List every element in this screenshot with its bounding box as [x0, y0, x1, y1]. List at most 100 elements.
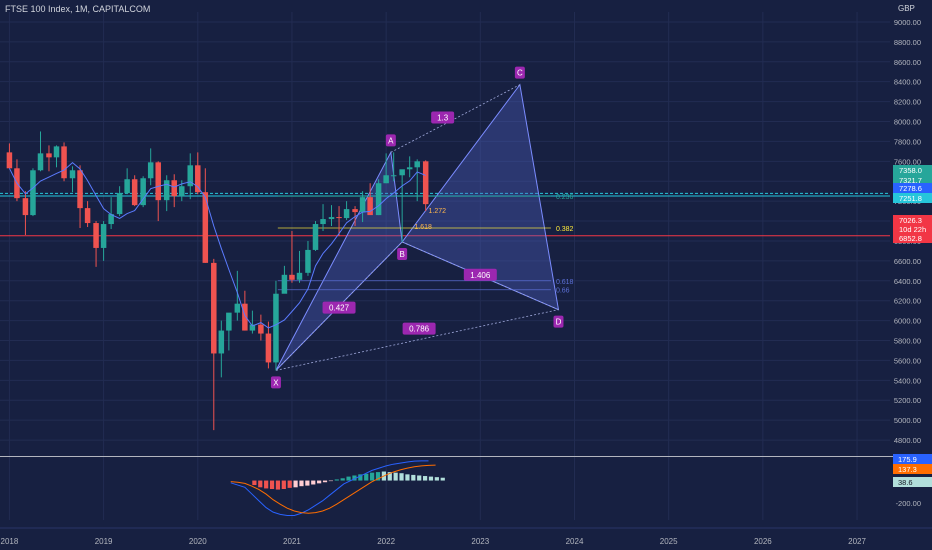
- candle-body: [140, 178, 146, 206]
- ratio-label-box: [431, 111, 455, 124]
- macd-histogram-bar: [264, 480, 269, 489]
- candle-body: [343, 209, 350, 219]
- candle-body: [289, 274, 295, 280]
- candle-body: [187, 165, 193, 187]
- candle-body: [242, 303, 248, 331]
- x-tick-label: 2018: [1, 537, 19, 546]
- price-badge: [893, 215, 932, 225]
- candle-body: [155, 162, 161, 201]
- y-tick-label: 8400.00: [894, 78, 921, 87]
- pattern-point-box: [553, 315, 564, 328]
- candle-body: [100, 224, 107, 248]
- candle-body: [312, 224, 319, 250]
- candle-body: [131, 179, 138, 206]
- candle-body: [30, 170, 36, 216]
- candle-body: [6, 152, 13, 169]
- macd-histogram-bar: [252, 480, 257, 486]
- macd-histogram-bar: [317, 480, 322, 484]
- ratio-label-box: [322, 301, 356, 314]
- pattern-point-box: [385, 134, 396, 147]
- price-badge-value: 7251.8: [899, 194, 922, 203]
- x-tick-label: 2027: [848, 537, 866, 546]
- candle-body: [320, 219, 326, 225]
- ratio-label: 1.406: [470, 271, 491, 280]
- macd-histogram-bar: [417, 475, 422, 481]
- y-tick-label: 7600.00: [894, 157, 921, 166]
- macd-histogram-bar: [322, 480, 328, 483]
- price-badge-value: 7321.7: [899, 176, 922, 185]
- y-tick-label: 4800.00: [894, 436, 921, 445]
- macd-histogram-bar: [370, 472, 375, 481]
- candle-body: [390, 175, 397, 177]
- macd-badge-value: 175.9: [898, 455, 917, 464]
- candle-body: [249, 324, 256, 331]
- macd-histogram-bar: [411, 474, 416, 481]
- candle-body: [226, 312, 232, 331]
- y-tick-label: 5200.00: [894, 396, 921, 405]
- price-badge: [893, 175, 932, 185]
- candle-body: [336, 217, 342, 219]
- ratio-label-box: [463, 268, 497, 281]
- price-badge: [893, 165, 932, 175]
- price-badge-value: 10d 22h: [899, 225, 926, 234]
- ratio-label: 1.3: [437, 114, 449, 123]
- price-badge: [893, 224, 932, 234]
- fib-level-label: 0.382: [556, 226, 574, 233]
- candle-body: [218, 330, 225, 354]
- fib-level-label: 0.618: [556, 279, 574, 286]
- candle-body: [147, 162, 154, 179]
- y-tick-label: 8200.00: [894, 98, 921, 107]
- candle-body: [37, 153, 44, 171]
- candle-body: [69, 170, 76, 179]
- candle-body: [234, 303, 241, 313]
- candle-body: [84, 208, 91, 224]
- price-badge-value: 7278.6: [899, 184, 922, 193]
- candle-body: [273, 293, 279, 363]
- y-tick-label: 5600.00: [894, 356, 921, 365]
- candle-body: [258, 324, 264, 334]
- candle-body: [406, 167, 413, 170]
- macd-histogram-bar: [281, 480, 286, 489]
- macd-histogram-bar: [293, 480, 298, 488]
- moving-average-line: [8, 161, 426, 329]
- candle-body: [399, 169, 405, 176]
- candle-body: [296, 272, 303, 280]
- macd-histogram-bar: [311, 480, 316, 485]
- pattern-point-label: C: [517, 69, 523, 78]
- pattern-point-label: X: [273, 378, 279, 387]
- ratio-label: 1.272: [429, 208, 447, 215]
- candle-body: [124, 179, 130, 194]
- fib-level-label: 0.66: [556, 288, 570, 295]
- x-tick-label: 2024: [566, 537, 584, 546]
- macd-histogram-bar: [328, 480, 334, 482]
- candle-body: [305, 249, 311, 273]
- x-tick-label: 2020: [189, 537, 207, 546]
- macd-histogram-bar: [428, 476, 434, 481]
- pattern-connector: [390, 84, 521, 153]
- ratio-label: 0.786: [409, 325, 430, 334]
- pattern-point-box: [514, 66, 525, 79]
- pattern-point-box: [270, 376, 281, 389]
- y-tick-label: 6400.00: [894, 277, 921, 286]
- macd-histogram-bar: [334, 479, 339, 481]
- macd-histogram-bar: [358, 474, 363, 481]
- price-badge: [893, 183, 932, 193]
- macd-badge-value: 38.6: [898, 478, 913, 487]
- price-badge-value: 7026.3: [899, 216, 922, 225]
- macd-histogram-bar: [434, 477, 439, 481]
- candle-body: [163, 180, 170, 201]
- macd-histogram-bar: [346, 476, 351, 481]
- x-tick-label: 2025: [660, 537, 678, 546]
- ratio-label: 1.618: [414, 224, 432, 231]
- candle-body: [422, 161, 429, 205]
- macd-histogram-bar: [405, 474, 410, 481]
- candle-body: [77, 170, 83, 209]
- y-tick-label: 6600.00: [894, 257, 921, 266]
- macd-histogram-bar: [440, 477, 445, 481]
- macd-badge-value: 137.3: [898, 465, 917, 474]
- y-tick-label: 8600.00: [894, 58, 921, 67]
- candle-body: [171, 180, 177, 197]
- price-badge-value: 7358.0: [899, 166, 922, 175]
- macd-line: [230, 460, 429, 516]
